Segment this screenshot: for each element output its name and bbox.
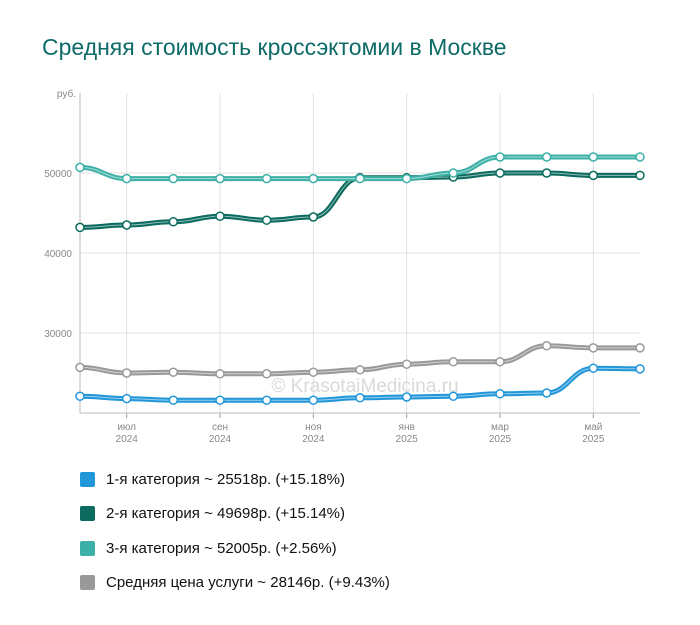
x-tick-month: мар (491, 422, 509, 433)
data-point (541, 168, 552, 178)
data-point (75, 391, 85, 401)
x-tick-year: 2025 (582, 434, 605, 445)
data-point (308, 367, 319, 377)
series-1 (75, 363, 645, 405)
data-point (635, 152, 645, 162)
legend-swatch (80, 575, 95, 591)
y-tick-label: 50000 (44, 169, 72, 180)
data-point (75, 362, 85, 373)
data-point (168, 395, 179, 405)
data-point (448, 357, 459, 367)
legend-label: 1-я категория ~ 25518р. (+15.18%) (106, 470, 346, 488)
legend-swatch (80, 506, 95, 522)
legend: 1-я категория ~ 25518р. (+15.18%) 2-я ка… (80, 462, 390, 600)
data-point (215, 395, 225, 405)
data-point (215, 173, 225, 184)
data-point (215, 369, 225, 379)
data-point (168, 367, 179, 377)
legend-item-category-1[interactable]: 1-я категория ~ 25518р. (+15.18%) (80, 462, 390, 497)
data-point (121, 220, 132, 230)
data-point (448, 168, 459, 178)
watermark: © KrasotaiMedicina.ru (271, 376, 458, 397)
legend-swatch (80, 471, 95, 487)
x-tick-month: май (584, 422, 602, 433)
data-point (215, 211, 225, 221)
data-point (635, 343, 645, 353)
data-point (261, 369, 272, 379)
data-point (588, 363, 599, 373)
data-point (495, 152, 505, 162)
data-point (355, 365, 365, 375)
data-point (355, 393, 365, 403)
y-unit-label: руб. (57, 88, 76, 100)
data-point (541, 341, 552, 351)
data-point (121, 393, 132, 404)
data-point (401, 392, 412, 402)
data-point (635, 364, 645, 374)
grid-lines (80, 93, 640, 413)
legend-label: Средняя цена услуги ~ 28146р. (+9.43%) (106, 574, 390, 592)
data-point (495, 357, 505, 367)
data-point (541, 388, 552, 398)
data-point (495, 389, 505, 399)
data-point (588, 343, 599, 353)
data-point (495, 168, 505, 178)
data-point (308, 173, 319, 184)
axes: 300004000050000руб.июл2024сен2024ноя2024… (44, 88, 640, 445)
data-point (75, 162, 85, 173)
legend-item-category-2[interactable]: 2-я категория ~ 49698р. (+15.14%) (80, 497, 390, 532)
x-tick-month: ноя (305, 422, 322, 433)
legend-label: 2-я категория ~ 49698р. (+15.14%) (106, 505, 346, 523)
series-4 (75, 341, 645, 379)
legend-item-average[interactable]: Средняя цена услуги ~ 28146р. (+9.43%) (80, 566, 390, 601)
data-point (75, 222, 85, 233)
series-3 (75, 152, 645, 184)
data-point (355, 173, 365, 184)
data-point (588, 170, 599, 181)
data-point (121, 368, 132, 378)
data-point (261, 173, 272, 184)
data-point (588, 152, 599, 162)
data-point (168, 173, 179, 184)
x-tick-year: 2024 (116, 434, 139, 445)
x-tick-month: янв (399, 422, 415, 433)
data-point (121, 173, 132, 184)
series-layer (75, 152, 645, 405)
legend-item-category-3[interactable]: 3-я категория ~ 52005р. (+2.56%) (80, 531, 390, 566)
data-point (635, 170, 645, 181)
x-tick-year: 2024 (209, 434, 232, 445)
data-point (308, 395, 319, 405)
data-point (541, 152, 552, 162)
x-tick-year: 2024 (302, 434, 325, 445)
x-tick-year: 2025 (489, 434, 512, 445)
data-point (308, 212, 319, 222)
data-point (261, 395, 272, 405)
chart-title: Средняя стоимость кроссэктомии в Москве (42, 34, 507, 60)
legend-swatch (80, 540, 95, 556)
data-point (448, 391, 459, 401)
data-point (401, 173, 412, 184)
data-point (168, 217, 179, 227)
y-tick-label: 40000 (44, 249, 72, 260)
legend-label: 3-я категория ~ 52005р. (+2.56%) (106, 539, 337, 557)
y-tick-label: 30000 (44, 329, 72, 340)
data-point (401, 359, 412, 369)
x-tick-month: сен (212, 422, 228, 433)
x-tick-month: июл (117, 422, 136, 433)
line-chart: 300004000050000руб.июл2024сен2024ноя2024… (44, 88, 645, 445)
x-tick-year: 2025 (396, 434, 419, 445)
data-point (261, 215, 272, 225)
